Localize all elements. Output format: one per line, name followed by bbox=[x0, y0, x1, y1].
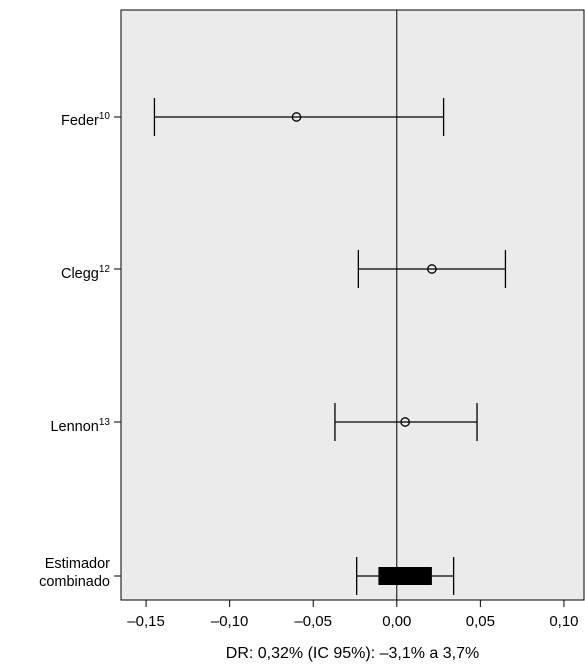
study-label-clegg: Clegg12 bbox=[61, 261, 110, 283]
study-ref: 13 bbox=[99, 417, 110, 428]
plot-area bbox=[121, 10, 584, 600]
x-tick-label: 0,10 bbox=[549, 613, 578, 630]
pooled-label: Estimador combinado bbox=[39, 555, 110, 591]
x-tick-label: –0,15 bbox=[127, 613, 165, 630]
x-tick-label: 0,05 bbox=[466, 613, 495, 630]
pooled-box bbox=[378, 567, 431, 585]
study-ref: 10 bbox=[99, 111, 110, 122]
study-label-feder: Feder10 bbox=[61, 108, 110, 130]
pooled-label-line2: combinado bbox=[39, 573, 110, 591]
study-name: Feder bbox=[61, 113, 99, 129]
x-axis-label: DR: 0,32% (IC 95%): –3,1% a 3,7% bbox=[120, 645, 585, 663]
x-tick-label: 0,00 bbox=[382, 613, 411, 630]
study-label-lennon: Lennon13 bbox=[50, 414, 110, 436]
x-tick-label: –0,10 bbox=[211, 613, 249, 630]
study-ref: 12 bbox=[99, 264, 110, 275]
study-name: Lennon bbox=[50, 419, 98, 435]
study-name: Clegg bbox=[61, 266, 99, 282]
x-tick-label: –0,05 bbox=[294, 613, 332, 630]
pooled-label-line1: Estimador bbox=[39, 555, 110, 573]
